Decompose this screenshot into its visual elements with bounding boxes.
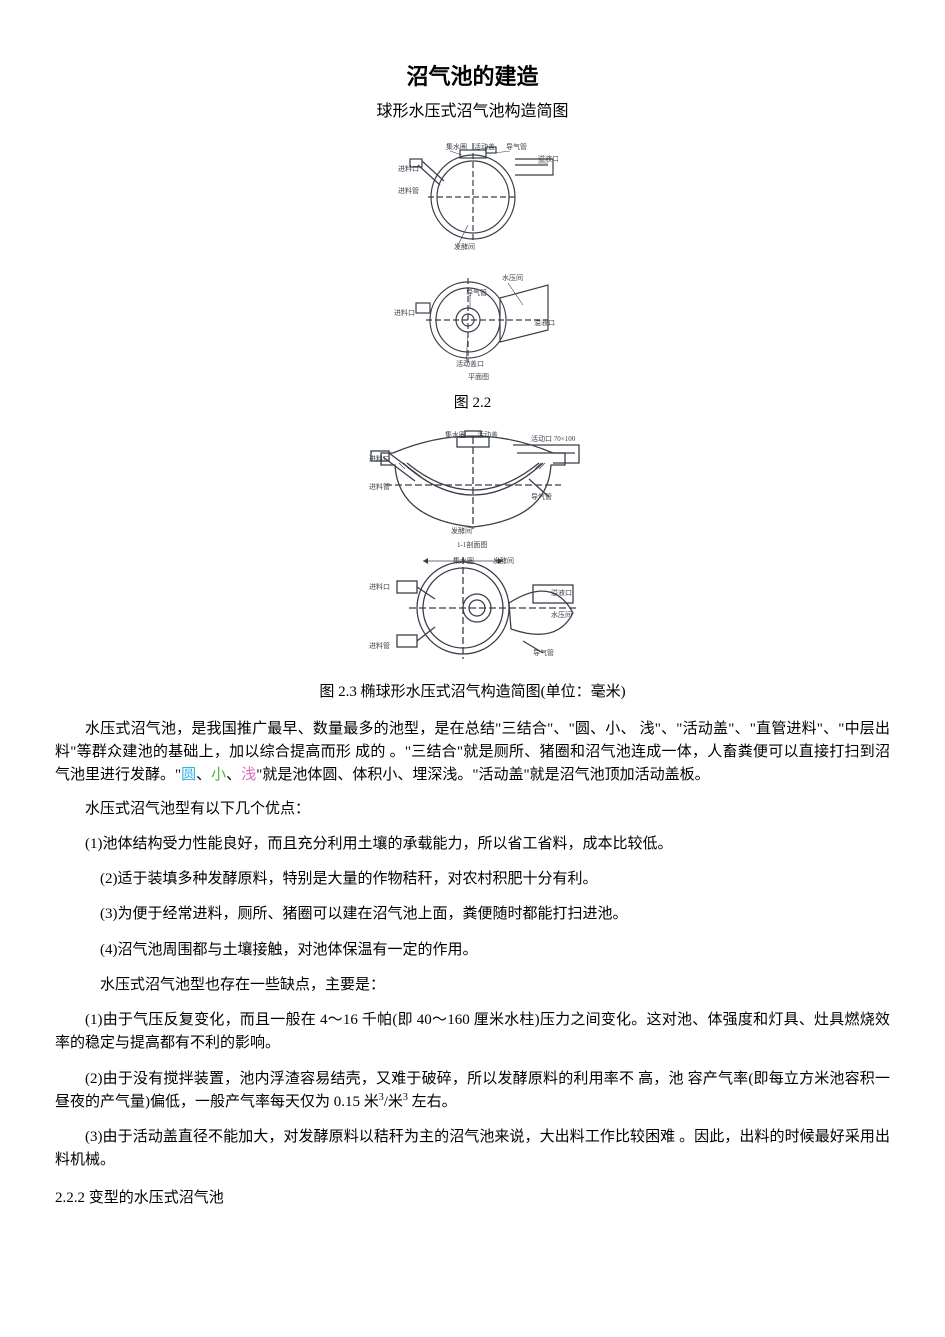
dis2-post: 左右。 — [408, 1094, 457, 1110]
sep1: 、 — [196, 767, 211, 783]
word-small: 小 — [211, 767, 226, 783]
disadvantage-1: (1)由于气压反复变化，而且一般在 4～16 千帕(即 40～160 厘米水柱)… — [55, 1009, 890, 1056]
advantage-3: (3)为便于经常进料，厕所、猪圈可以建在沼气池上面，粪便随时都能打扫进池。 — [55, 903, 890, 926]
svg-text:进料管: 进料管 — [369, 482, 390, 491]
word-shallow: 浅 — [241, 767, 256, 783]
advantage-2: (2)适于装填多种发酵原料，特别是大量的作物秸秆，对农村积肥十分有利。 — [55, 868, 890, 891]
sep2: 、 — [226, 767, 241, 783]
diagram-1: 集水圈活动盖导气管溢液口进料口进料管发酵间水压间导气管进料口溢液口活动盖口平面图 — [55, 135, 890, 388]
svg-text:活动盖: 活动盖 — [477, 430, 498, 439]
svg-text:进料口: 进料口 — [394, 308, 415, 317]
diagram-1-svg: 集水圈活动盖导气管溢液口进料口进料管发酵间水压间导气管进料口溢液口活动盖口平面图 — [388, 135, 558, 380]
svg-text:进料口: 进料口 — [369, 582, 390, 591]
advantages-head: 水压式沼气池型有以下几个优点： — [55, 798, 890, 821]
svg-text:导气管: 导气管 — [506, 142, 527, 151]
svg-text:1-1剖面图: 1-1剖面图 — [457, 540, 487, 549]
svg-text:活动盖口: 活动盖口 — [456, 359, 484, 368]
svg-text:集水圈: 集水圈 — [446, 142, 467, 151]
intro-paragraph: 水压式沼气池，是我国推广最早、数量最多的池型，是在总结"三结合"、"圆、小、 浅… — [55, 718, 890, 788]
svg-text:溢液口: 溢液口 — [551, 588, 572, 597]
subtitle: 球形水压式沼气池构造简图 — [55, 100, 890, 125]
svg-text:进料口: 进料口 — [369, 454, 390, 463]
svg-text:水压间: 水压间 — [551, 610, 572, 619]
svg-text:发酵间: 发酵间 — [451, 526, 472, 535]
svg-text:发酵间: 发酵间 — [493, 556, 514, 565]
advantage-4: (4)沼气池周围都与土壤接触，对池体保温有一定的作用。 — [55, 939, 890, 962]
svg-text:进料管: 进料管 — [369, 641, 390, 650]
section-heading: 2.2.2 变型的水压式沼气池 — [55, 1187, 890, 1210]
svg-text:导气管: 导气管 — [531, 492, 552, 501]
svg-text:进料口: 进料口 — [398, 164, 419, 173]
word-round: 圆 — [181, 767, 196, 783]
svg-text:溢液口: 溢液口 — [534, 318, 555, 327]
disadvantage-3: (3)由于活动盖直径不能加大，对发酵原料以秸秆为主的沼气池来说，大出料工作比较困… — [55, 1126, 890, 1173]
disadvantage-2: (2)由于没有搅拌装置，池内浮渣容易结壳，又难于破碎，所以发酵原料的利用率不 高… — [55, 1068, 890, 1115]
svg-text:导气管: 导气管 — [533, 648, 554, 657]
dis2-pre: (2)由于没有搅拌装置，池内浮渣容易结壳，又难于破碎，所以发酵原料的利用率不 高… — [55, 1071, 890, 1110]
dis2-mid: /米 — [384, 1094, 403, 1110]
svg-text:平面图: 平面图 — [468, 373, 489, 380]
svg-text:集水圈: 集水圈 — [445, 430, 466, 439]
svg-text:导气管: 导气管 — [466, 288, 487, 297]
disadvantages-head: 水压式沼气池型也存在一些缺点，主要是： — [55, 974, 890, 997]
advantage-1: (1)池体结构受力性能良好，而且充分利用土壤的承载能力，所以省工省料，成本比较低… — [55, 833, 890, 856]
caption-2: 图 2.3 椭球形水压式沼气构造简图(单位：毫米) — [55, 681, 890, 704]
intro-post: "就是池体圆、体积小、埋深浅。"活动盖"就是沼气池顶加活动盖板。 — [256, 767, 709, 783]
svg-text:溢液口: 溢液口 — [538, 154, 558, 163]
page-title: 沼气池的建造 — [55, 60, 890, 94]
svg-text:活动口 70×100: 活动口 70×100 — [531, 434, 576, 443]
svg-text:活动盖: 活动盖 — [474, 142, 495, 151]
diagram-2-svg: 集水圈活动盖活动口 70×100进料口进料管导气管发酵间1-1剖面图集水圈发酵间… — [353, 423, 593, 668]
diagram-2: 集水圈活动盖活动口 70×100进料口进料管导气管发酵间1-1剖面图集水圈发酵间… — [55, 423, 890, 676]
svg-text:水压间: 水压间 — [502, 273, 523, 282]
svg-text:发酵间: 发酵间 — [454, 242, 475, 251]
svg-text:进料管: 进料管 — [398, 186, 419, 195]
caption-1: 图 2.2 — [55, 392, 890, 415]
svg-text:集水圈: 集水圈 — [453, 556, 474, 565]
